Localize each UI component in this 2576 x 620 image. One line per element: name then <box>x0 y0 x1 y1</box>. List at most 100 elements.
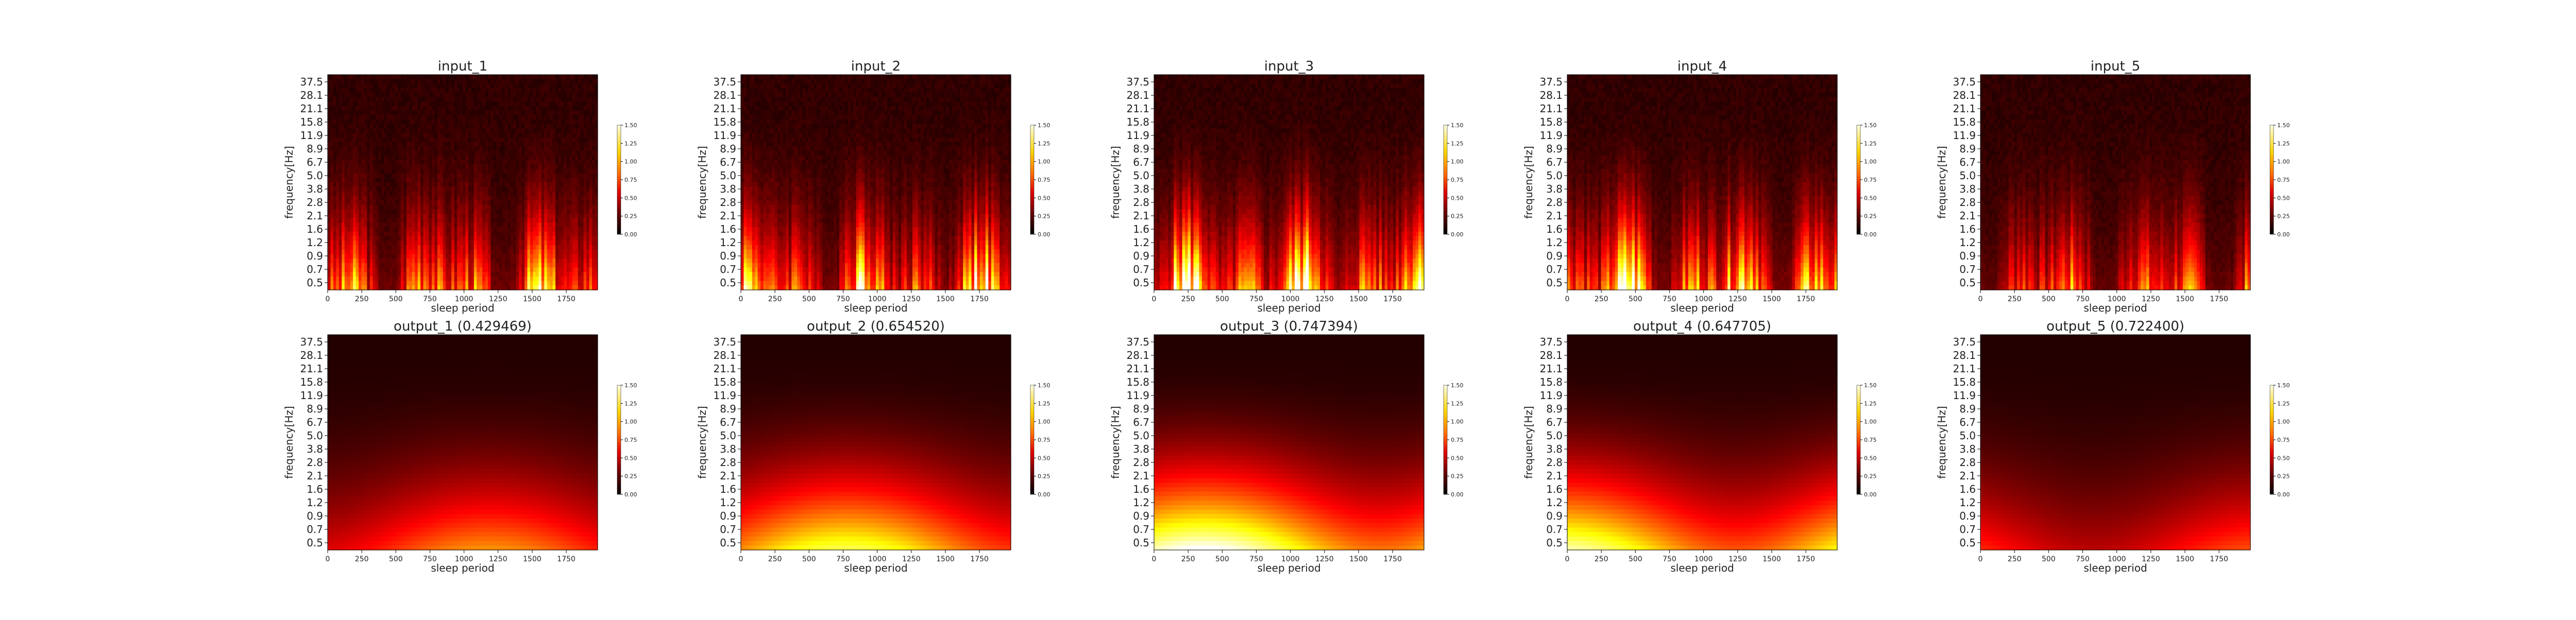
heatmap-cell <box>347 146 350 151</box>
heatmap-cell <box>511 115 514 119</box>
heatmap-cell <box>528 259 531 263</box>
heatmap-cell <box>471 285 474 290</box>
heatmap-cell <box>530 88 533 93</box>
heatmap-cell <box>468 285 471 290</box>
heatmap-cell <box>372 111 376 115</box>
heatmap-cell <box>511 174 514 178</box>
heatmap-cell <box>516 75 519 79</box>
heatmap-cell <box>511 160 514 164</box>
heatmap-cell <box>544 214 547 218</box>
heatmap-cell <box>519 178 522 182</box>
heatmap-cell <box>589 178 592 182</box>
heatmap-cell <box>451 259 454 263</box>
heatmap-cell <box>353 106 356 111</box>
heatmap-cell <box>516 214 519 218</box>
heatmap-cell <box>564 218 567 223</box>
heatmap-cell <box>367 209 370 214</box>
heatmap-cell <box>561 250 564 254</box>
heatmap-cell <box>412 200 415 205</box>
heatmap-cell <box>336 124 339 129</box>
heatmap-cell <box>468 146 471 151</box>
heatmap-cell <box>339 250 342 254</box>
heatmap-cell <box>567 196 570 200</box>
heatmap-cell <box>423 124 427 129</box>
heatmap-cell <box>494 101 497 106</box>
heatmap-cell <box>426 227 429 232</box>
heatmap-cell <box>502 83 505 88</box>
heatmap-cell <box>561 83 564 88</box>
heatmap-cell <box>511 200 514 205</box>
heatmap-cell <box>474 214 477 218</box>
heatmap-cell <box>372 232 376 236</box>
heatmap-cell <box>553 222 556 227</box>
heatmap-cell <box>393 236 396 241</box>
heatmap-cell <box>578 196 581 200</box>
heatmap-cell <box>387 79 390 84</box>
heatmap-cell <box>395 137 398 142</box>
heatmap-cell <box>330 174 333 178</box>
heatmap-cell <box>372 214 376 218</box>
heatmap-cell <box>364 200 367 205</box>
heatmap-cell <box>415 218 418 223</box>
heatmap-cell <box>533 88 536 93</box>
heatmap-cell <box>584 75 587 79</box>
heatmap-cell <box>440 200 443 205</box>
heatmap-cell <box>381 119 384 124</box>
heatmap-cell <box>362 160 365 164</box>
heatmap-cell <box>393 115 396 119</box>
heatmap-cell <box>567 187 570 192</box>
heatmap-cell <box>555 174 558 178</box>
heatmap-cell <box>446 196 449 200</box>
heatmap-cell <box>384 160 387 164</box>
heatmap-cell <box>541 214 545 218</box>
heatmap-cell <box>339 187 342 192</box>
heatmap-cell <box>345 75 348 79</box>
heatmap-cell <box>415 187 418 192</box>
heatmap-cell <box>851 83 854 88</box>
heatmap-cell <box>538 97 541 102</box>
heatmap-cell <box>381 97 384 102</box>
heatmap-cell <box>372 129 376 133</box>
heatmap-cell <box>443 169 446 174</box>
heatmap-cell <box>887 79 890 84</box>
heatmap-cell <box>511 191 514 196</box>
heatmap-cell <box>457 156 460 160</box>
heatmap-cell <box>572 285 575 290</box>
heatmap-cell <box>899 75 902 79</box>
heatmap-cell <box>403 209 406 214</box>
heatmap-cell <box>339 156 342 160</box>
heatmap-cell <box>581 160 584 164</box>
heatmap-cell <box>330 142 333 147</box>
heatmap-cell <box>789 79 792 84</box>
heatmap-cell <box>432 281 435 286</box>
heatmap-cell <box>544 75 547 79</box>
heatmap-cell <box>550 83 553 88</box>
heatmap-cell <box>497 83 500 88</box>
heatmap-cell <box>359 151 362 156</box>
heatmap-cell <box>460 88 463 93</box>
heatmap-cell <box>502 205 505 210</box>
heatmap-cell <box>370 240 373 245</box>
heatmap-cell <box>387 142 390 147</box>
heatmap-cell <box>403 88 406 93</box>
heatmap-cell <box>550 115 553 119</box>
heatmap-cell <box>350 205 353 210</box>
heatmap-cell <box>482 142 485 147</box>
heatmap-cell <box>356 129 359 133</box>
heatmap-cell <box>370 285 373 290</box>
heatmap-cell <box>567 115 570 119</box>
heatmap-cell <box>406 151 410 156</box>
heatmap-cell <box>584 277 587 281</box>
heatmap-cell <box>372 93 376 97</box>
heatmap-cell <box>752 88 755 93</box>
heatmap-cell <box>477 218 480 223</box>
heatmap-cell <box>406 259 410 263</box>
heatmap-cell <box>451 214 454 218</box>
heatmap-cell <box>528 214 531 218</box>
heatmap-cell <box>516 285 519 290</box>
heatmap-cell <box>328 285 331 290</box>
heatmap-cell <box>564 160 567 164</box>
heatmap-cell <box>536 156 539 160</box>
heatmap-cell <box>463 106 466 111</box>
heatmap-cell <box>758 83 761 88</box>
